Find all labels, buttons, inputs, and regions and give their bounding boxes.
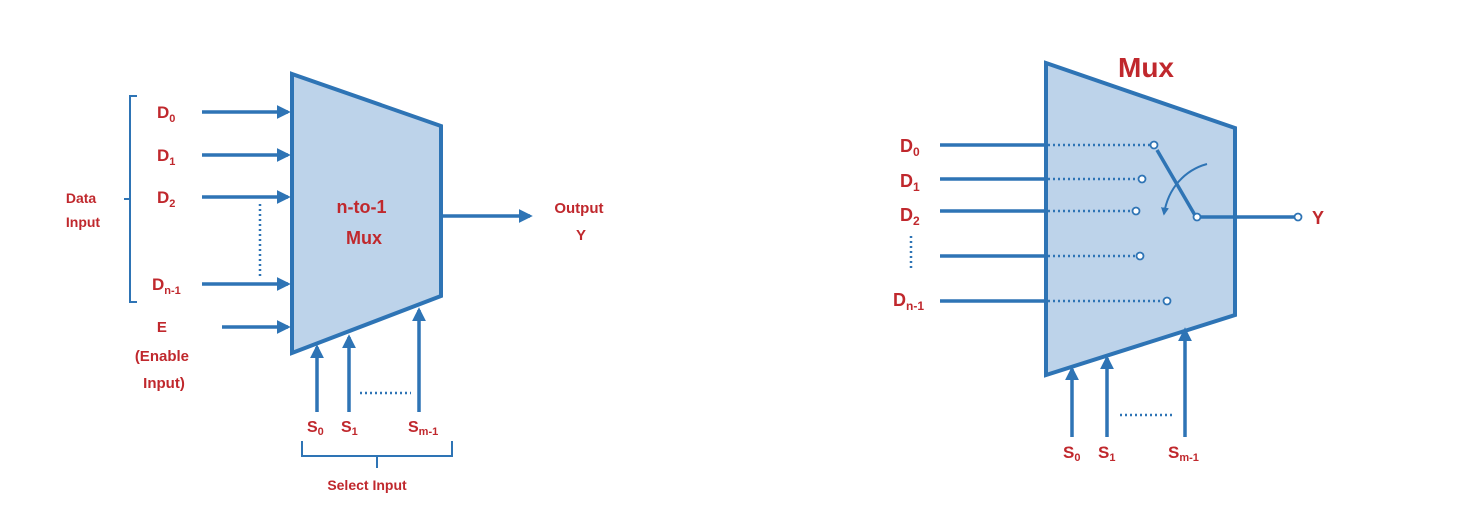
right-d2-label: D2 <box>900 205 920 228</box>
s0-label: S0 <box>307 419 324 438</box>
output-terminal <box>1293 212 1303 222</box>
rotation-arrow <box>1161 163 1208 216</box>
d2-contact <box>1131 206 1141 216</box>
left-mux-body <box>290 71 443 356</box>
s1-label: S1 <box>341 419 358 438</box>
enable-label: E (Enable Input) <box>135 319 193 392</box>
right-mux-body <box>1044 60 1237 378</box>
right-mux-diagram: Mux D0 <box>893 52 1324 464</box>
d2-label: D2 <box>157 188 175 210</box>
dn1-label: Dn-1 <box>152 275 181 297</box>
left-mux-label: n-to-1 Mux <box>337 197 392 248</box>
d1-label: D1 <box>157 146 175 168</box>
d1-contact <box>1137 174 1147 184</box>
select-input-bracket <box>301 441 453 468</box>
sm1-label: Sm-1 <box>408 419 438 438</box>
d0-label: D0 <box>157 103 175 125</box>
dn1-contact <box>1162 296 1172 306</box>
right-sm1-label: Sm-1 <box>1168 443 1199 464</box>
right-d0-label: D0 <box>900 136 920 159</box>
left-mux-diagram: D0 D1 D2 Dn-1 Data Input E (Enable Input… <box>66 71 607 493</box>
right-d1-label: D1 <box>900 171 920 194</box>
output-label: Output Y <box>554 200 607 244</box>
data-input-bracket <box>124 95 137 303</box>
data-input-label: Data Input <box>66 190 101 230</box>
d-ellipsis-contact <box>1135 251 1145 261</box>
right-s0-label: S0 <box>1063 443 1080 464</box>
right-dn1-label: Dn-1 <box>893 290 924 313</box>
right-s1-label: S1 <box>1098 443 1115 464</box>
right-output-label: Y <box>1312 208 1324 228</box>
select-input-label: Select Input <box>327 477 407 493</box>
right-mux-title: Mux <box>1118 52 1174 83</box>
switch-pivot <box>1192 212 1202 222</box>
d0-contact <box>1149 140 1159 150</box>
